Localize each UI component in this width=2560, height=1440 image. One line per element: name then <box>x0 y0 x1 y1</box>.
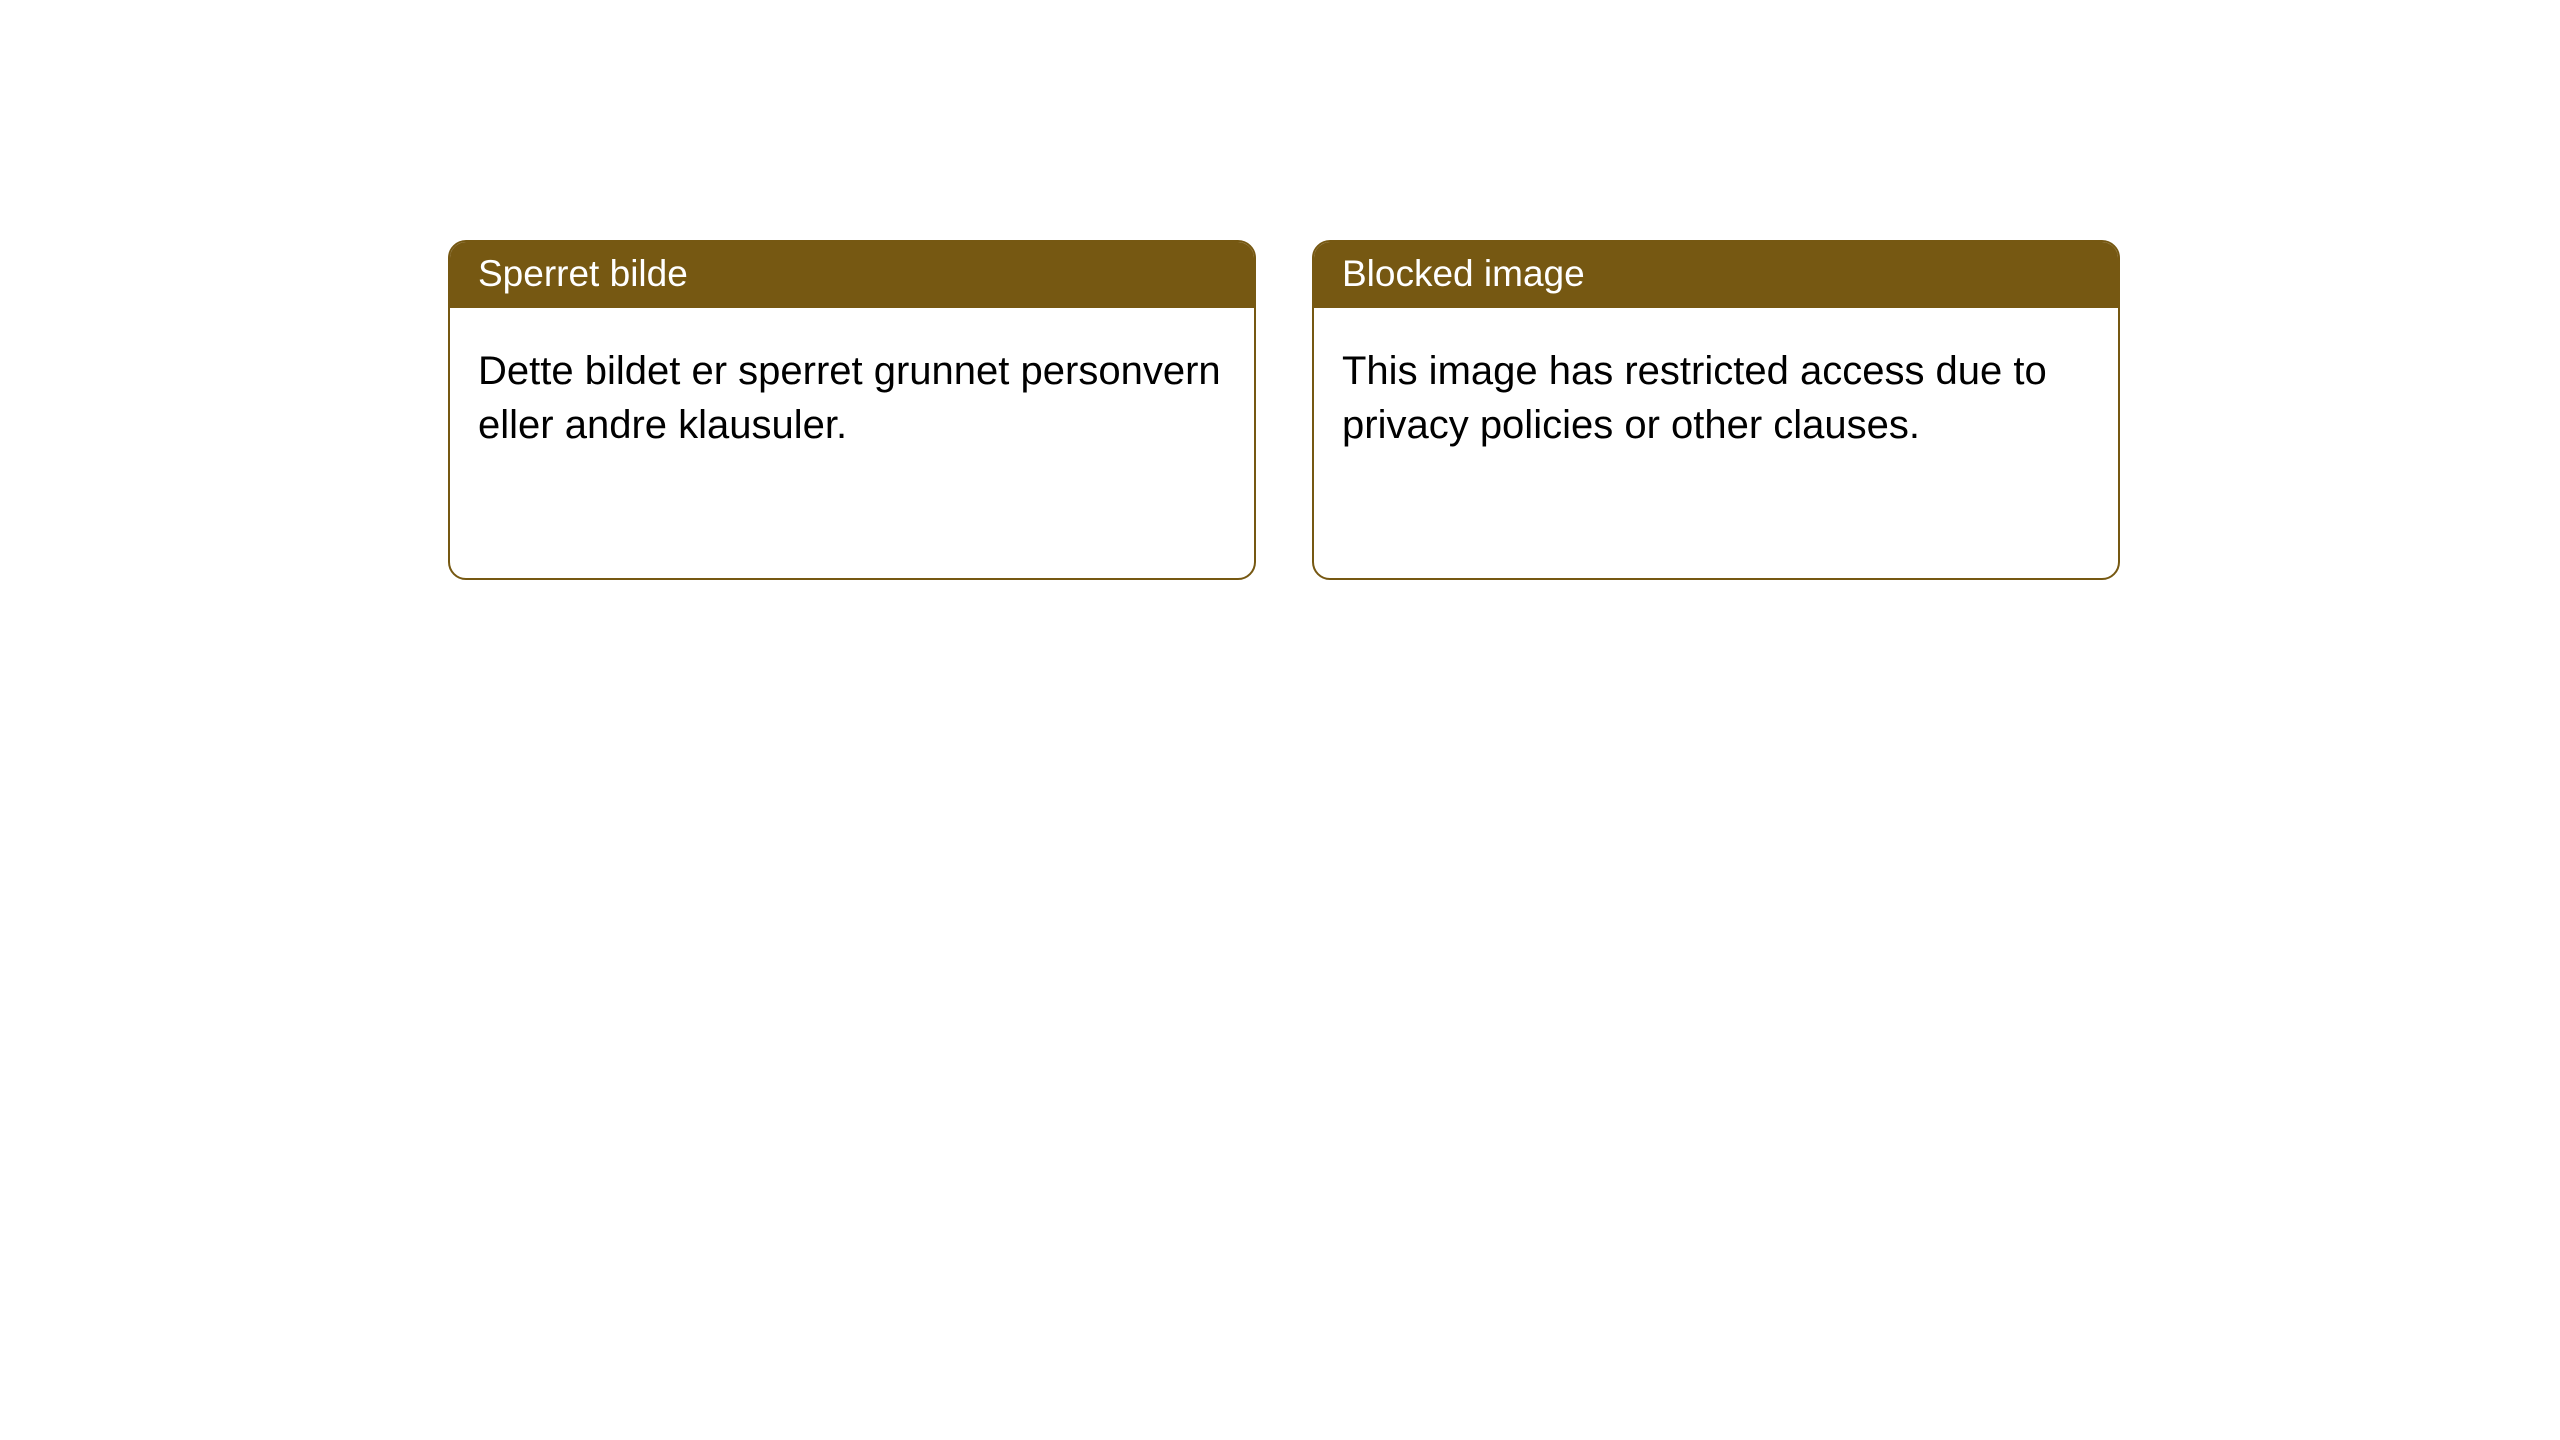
notice-body-english: This image has restricted access due to … <box>1314 308 2118 578</box>
notice-card-norwegian: Sperret bilde Dette bildet er sperret gr… <box>448 240 1256 580</box>
notice-body-norwegian: Dette bildet er sperret grunnet personve… <box>450 308 1254 578</box>
notice-container: Sperret bilde Dette bildet er sperret gr… <box>0 0 2560 580</box>
notice-title-english: Blocked image <box>1314 242 2118 308</box>
notice-title-norwegian: Sperret bilde <box>450 242 1254 308</box>
notice-card-english: Blocked image This image has restricted … <box>1312 240 2120 580</box>
